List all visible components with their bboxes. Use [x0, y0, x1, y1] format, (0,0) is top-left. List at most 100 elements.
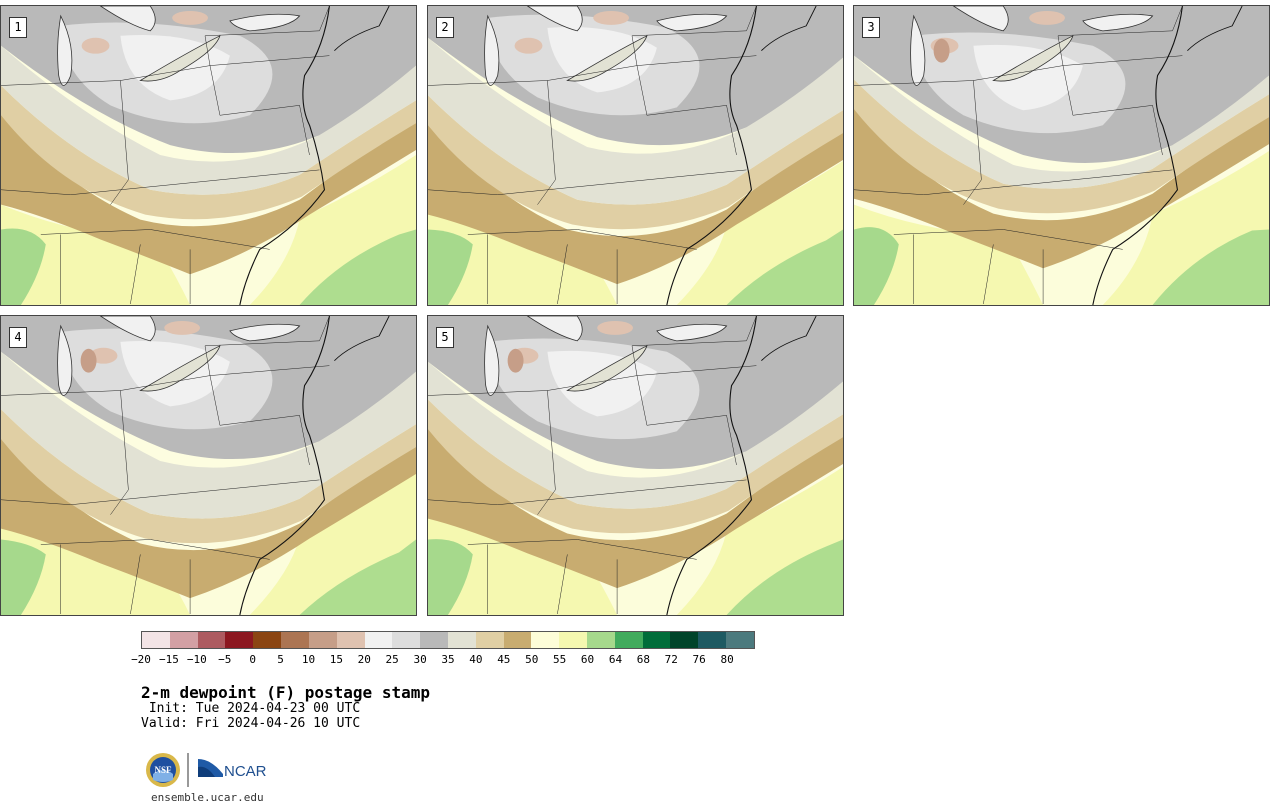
colorbar-segment: [197, 632, 226, 648]
coastline: [666, 6, 757, 305]
high-dewpoint-coast: [726, 539, 843, 615]
dewpoint-45-50-band: [428, 120, 843, 285]
member-number-label: 4: [9, 327, 27, 348]
colorbar-segment: [336, 632, 365, 648]
state-boundary: [428, 479, 747, 505]
lake-huron: [526, 316, 583, 342]
colorbar-tick-label: −20: [131, 653, 151, 666]
colorbar-segment: [447, 632, 476, 648]
product-title: 2-m dewpoint (F) postage stamp: [141, 683, 430, 702]
dewpoint-20-25-region: [973, 44, 1083, 111]
high-dewpoint-west: [1, 228, 46, 305]
state-boundary: [557, 244, 568, 305]
very-dry-spot: [933, 38, 950, 63]
lake-huron: [99, 6, 156, 32]
dewpoint-map-4: [1, 316, 416, 615]
state-boundary: [963, 80, 982, 205]
member-number-label: 5: [436, 327, 454, 348]
very-dry-spot: [81, 37, 110, 54]
sponsor-logos: NSF NCAR: [145, 750, 275, 790]
footer-url: ensemble.ucar.edu: [151, 791, 264, 804]
dewpoint-35-40-region: [428, 37, 843, 205]
state-boundary: [557, 554, 568, 615]
dewpoint-35-40-region: [1, 351, 416, 519]
state-boundary: [746, 316, 757, 341]
state-boundary: [1057, 30, 1173, 66]
lake-ontario: [1082, 13, 1154, 32]
humid-band: [854, 151, 1269, 305]
state-boundary: [1172, 6, 1183, 31]
state-boundary: [110, 80, 129, 205]
dewpoint-40-45-band: [1, 409, 416, 544]
state-boundary: [1062, 65, 1153, 116]
ncar-logo: NCAR: [198, 759, 267, 780]
state-boundary: [209, 375, 300, 426]
colorbar-segment: [698, 632, 727, 648]
state-boundary: [299, 415, 310, 466]
dewpoint-40-45-band: [1, 85, 416, 220]
very-dry-spot: [507, 348, 524, 373]
state-boundary: [1, 479, 320, 505]
state-boundary: [1, 169, 320, 195]
dewpoint-map-3: [854, 6, 1269, 305]
colorbar-tick-label: 60: [580, 653, 595, 666]
colorbar-tick-label: 15: [329, 653, 343, 666]
dewpoint-45-50-band: [1, 110, 416, 275]
lake-erie: [992, 35, 1074, 82]
state-boundary: [983, 244, 994, 305]
svg-text:NCAR: NCAR: [224, 763, 267, 780]
state-boundary: [726, 415, 737, 466]
state-boundary: [631, 30, 747, 66]
dewpoint-map-1: [1, 6, 416, 305]
colorbar-tick-label: 72: [664, 653, 678, 666]
colorbar-segment: [142, 632, 170, 648]
colorbar-segment: [475, 632, 504, 648]
colorbar-segment: [169, 632, 198, 648]
state-boundary: [209, 65, 300, 116]
state-boundary: [467, 229, 697, 250]
very-dry-spot: [172, 10, 209, 25]
state-boundary: [636, 65, 727, 116]
colorbar-segment: [559, 632, 587, 648]
colorbar-segment: [587, 632, 615, 648]
high-dewpoint-west: [854, 227, 899, 305]
colorbar-segment: [420, 632, 448, 648]
colorbar-tick-label: 40: [469, 653, 483, 666]
dewpoint-40-45-band: [428, 95, 843, 230]
state-boundary: [537, 80, 556, 205]
state-boundary: [299, 105, 310, 156]
colorbar-tick-label: 20: [357, 653, 371, 666]
colorbar-tick-label: 10: [301, 653, 316, 666]
lake-ontario: [229, 323, 301, 342]
state-boundary: [537, 390, 556, 515]
very-dry-spot: [593, 10, 630, 25]
state-boundary: [428, 169, 747, 195]
colorbar-tick-label: −15: [158, 653, 179, 666]
valid-time: Valid: Fri 2024-04-26 10 UTC: [141, 716, 361, 731]
lake-erie: [139, 35, 221, 82]
coastline-northeast: [334, 316, 390, 362]
dewpoint-40-45-band: [854, 79, 1269, 214]
coastline-northeast: [761, 6, 817, 52]
colorbar-tick-label: 30: [413, 653, 427, 666]
state-boundary: [854, 169, 1173, 195]
high-dewpoint-coast: [726, 229, 843, 305]
state-boundary: [854, 55, 1183, 86]
member-number-label: 3: [862, 17, 880, 38]
very-dry-spot: [80, 348, 97, 373]
state-boundary: [40, 539, 270, 560]
state-boundary: [631, 340, 747, 376]
lake-huron: [526, 6, 583, 32]
dewpoint-map-5: [428, 316, 843, 615]
ensemble-member-panel-5: 5: [427, 315, 844, 616]
very-dry-spot: [89, 347, 118, 364]
humid-band: [1, 155, 416, 305]
very-dry-spot: [1029, 10, 1065, 25]
state-boundary: [40, 229, 270, 250]
high-dewpoint-west: [1, 539, 46, 615]
state-boundary: [110, 390, 129, 515]
coastline: [1092, 6, 1183, 305]
dewpoint-45-50-band: [1, 434, 416, 599]
state-boundary: [428, 365, 757, 396]
dewpoint-35-40-region: [1, 45, 416, 195]
